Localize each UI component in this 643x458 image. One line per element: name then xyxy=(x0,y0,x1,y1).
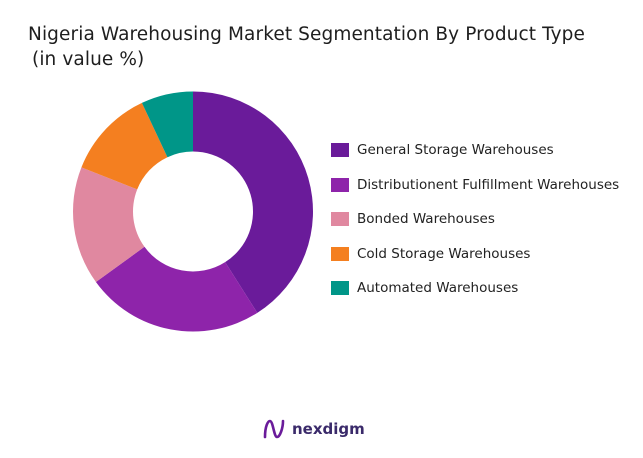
legend-item: Distributionent Fulfillment Warehouses xyxy=(331,168,619,203)
legend-label: General Storage Warehouses xyxy=(357,142,554,159)
legend-swatch xyxy=(331,212,349,227)
chart-title-block: Nigeria Warehousing Market Segmentation … xyxy=(28,22,585,72)
nexdigm-logo-icon xyxy=(263,419,285,439)
legend-item: Cold Storage Warehouses xyxy=(331,237,619,272)
logo-text: nexdigm xyxy=(292,420,365,438)
legend-label: Automated Warehouses xyxy=(357,280,519,297)
legend-swatch xyxy=(331,281,349,296)
legend-swatch xyxy=(331,143,349,158)
legend-item: Automated Warehouses xyxy=(331,271,619,306)
donut-slice-distributionent-fulfillment-warehouses xyxy=(95,246,258,332)
donut-slice-bonded-warehouses xyxy=(73,167,145,283)
legend-swatch xyxy=(331,177,349,192)
legend-label: Cold Storage Warehouses xyxy=(357,245,531,262)
legend: General Storage Warehouses Distributionen… xyxy=(331,133,619,306)
legend-label: Distributionent Fulfillment Warehouses xyxy=(357,176,620,193)
legend-swatch xyxy=(331,246,349,261)
donut-slice-general-storage-warehouses xyxy=(193,91,313,313)
chart-title: Nigeria Warehousing Market Segmentation … xyxy=(28,24,586,45)
donut-slice-automated-warehouses xyxy=(141,91,193,158)
nexdigm-logo: nexdigm xyxy=(262,418,365,440)
legend-item: Bonded Warehouses xyxy=(331,202,619,237)
donut-slice-cold-storage-warehouses xyxy=(81,102,168,190)
chart-subtitle: (in value %) xyxy=(32,49,145,70)
legend-item: General Storage Warehouses xyxy=(331,133,619,168)
legend-label: Bonded Warehouses xyxy=(357,211,495,228)
